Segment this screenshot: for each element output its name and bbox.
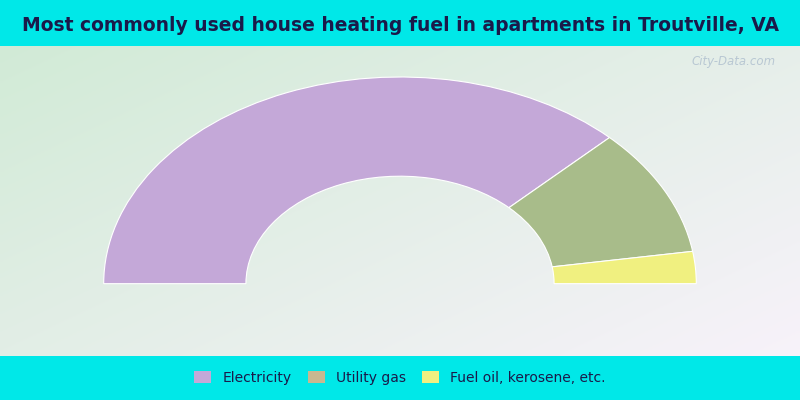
Wedge shape [552,251,696,284]
Wedge shape [509,138,693,267]
Wedge shape [104,77,610,284]
Legend: Electricity, Utility gas, Fuel oil, kerosene, etc.: Electricity, Utility gas, Fuel oil, kero… [194,371,606,385]
Text: Most commonly used house heating fuel in apartments in Troutville, VA: Most commonly used house heating fuel in… [22,16,778,35]
Text: City-Data.com: City-Data.com [692,55,776,68]
